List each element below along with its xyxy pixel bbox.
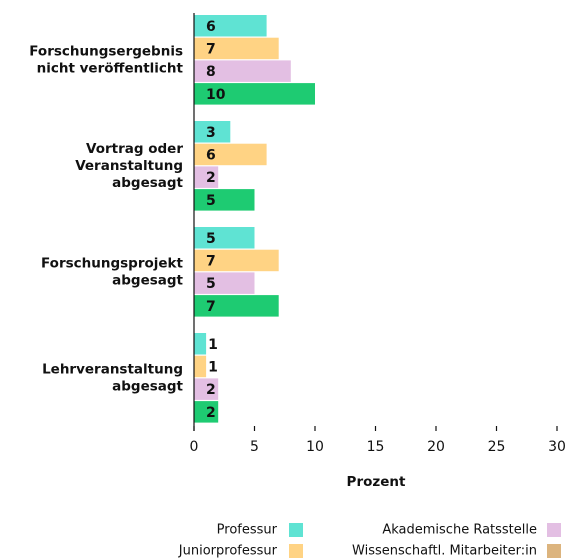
legend-label: Professur [217, 523, 278, 538]
x-tick-label: 5 [250, 439, 259, 455]
value-label: 10 [206, 87, 226, 103]
category-label: Lehrveranstaltung abgesagt [42, 362, 183, 395]
x-tick-label: 20 [427, 439, 445, 455]
x-tick-label: 30 [548, 439, 566, 455]
bar [194, 189, 255, 211]
bar [194, 295, 279, 317]
value-label: 7 [206, 41, 216, 57]
value-label: 7 [206, 299, 216, 315]
value-label: 5 [206, 276, 216, 292]
x-axis-label: Prozent [347, 474, 406, 490]
value-label: 7 [206, 253, 216, 269]
category-label: Forschungsergebnis nicht veröffentlicht [29, 44, 183, 77]
value-label: 2 [206, 405, 216, 421]
value-label: 6 [206, 19, 216, 35]
value-label: 8 [206, 64, 216, 80]
bar [194, 143, 267, 166]
category-label: Forschungsprojekt abgesagt [41, 256, 184, 289]
bar [194, 166, 219, 188]
value-label: 2 [206, 382, 216, 398]
value-label: 1 [208, 337, 218, 353]
legend-swatch [547, 523, 561, 537]
value-label: 3 [206, 125, 216, 141]
x-tick-label: 10 [306, 439, 324, 455]
legend-swatch [547, 544, 561, 558]
x-tick-label: 15 [367, 439, 385, 455]
x-tick-label: 25 [488, 439, 506, 455]
category-label: Vortrag oder Veranstaltung abgesagt [75, 141, 183, 191]
value-label: 2 [206, 170, 216, 186]
legend-label: Juniorprofessur [178, 544, 278, 559]
bar [194, 249, 279, 272]
bar [194, 355, 207, 378]
bar [194, 227, 255, 249]
legend-label: Wissenschaftl. Mitarbeiter:in [352, 544, 537, 559]
bar [194, 60, 291, 82]
legend-swatch [289, 544, 303, 558]
value-label: 5 [206, 193, 216, 209]
bar [194, 333, 207, 355]
bar [194, 378, 219, 400]
legend-swatch [289, 523, 303, 537]
bar [194, 401, 219, 423]
x-tick-label: 0 [190, 439, 199, 455]
bar [194, 272, 255, 294]
bar [194, 37, 279, 60]
value-label: 1 [208, 359, 218, 375]
bar [194, 15, 267, 37]
bar [194, 121, 231, 143]
legend-label: Akademische Ratsstelle [382, 523, 537, 538]
value-label: 5 [206, 231, 216, 247]
value-label: 6 [206, 147, 216, 163]
bar [194, 83, 315, 105]
